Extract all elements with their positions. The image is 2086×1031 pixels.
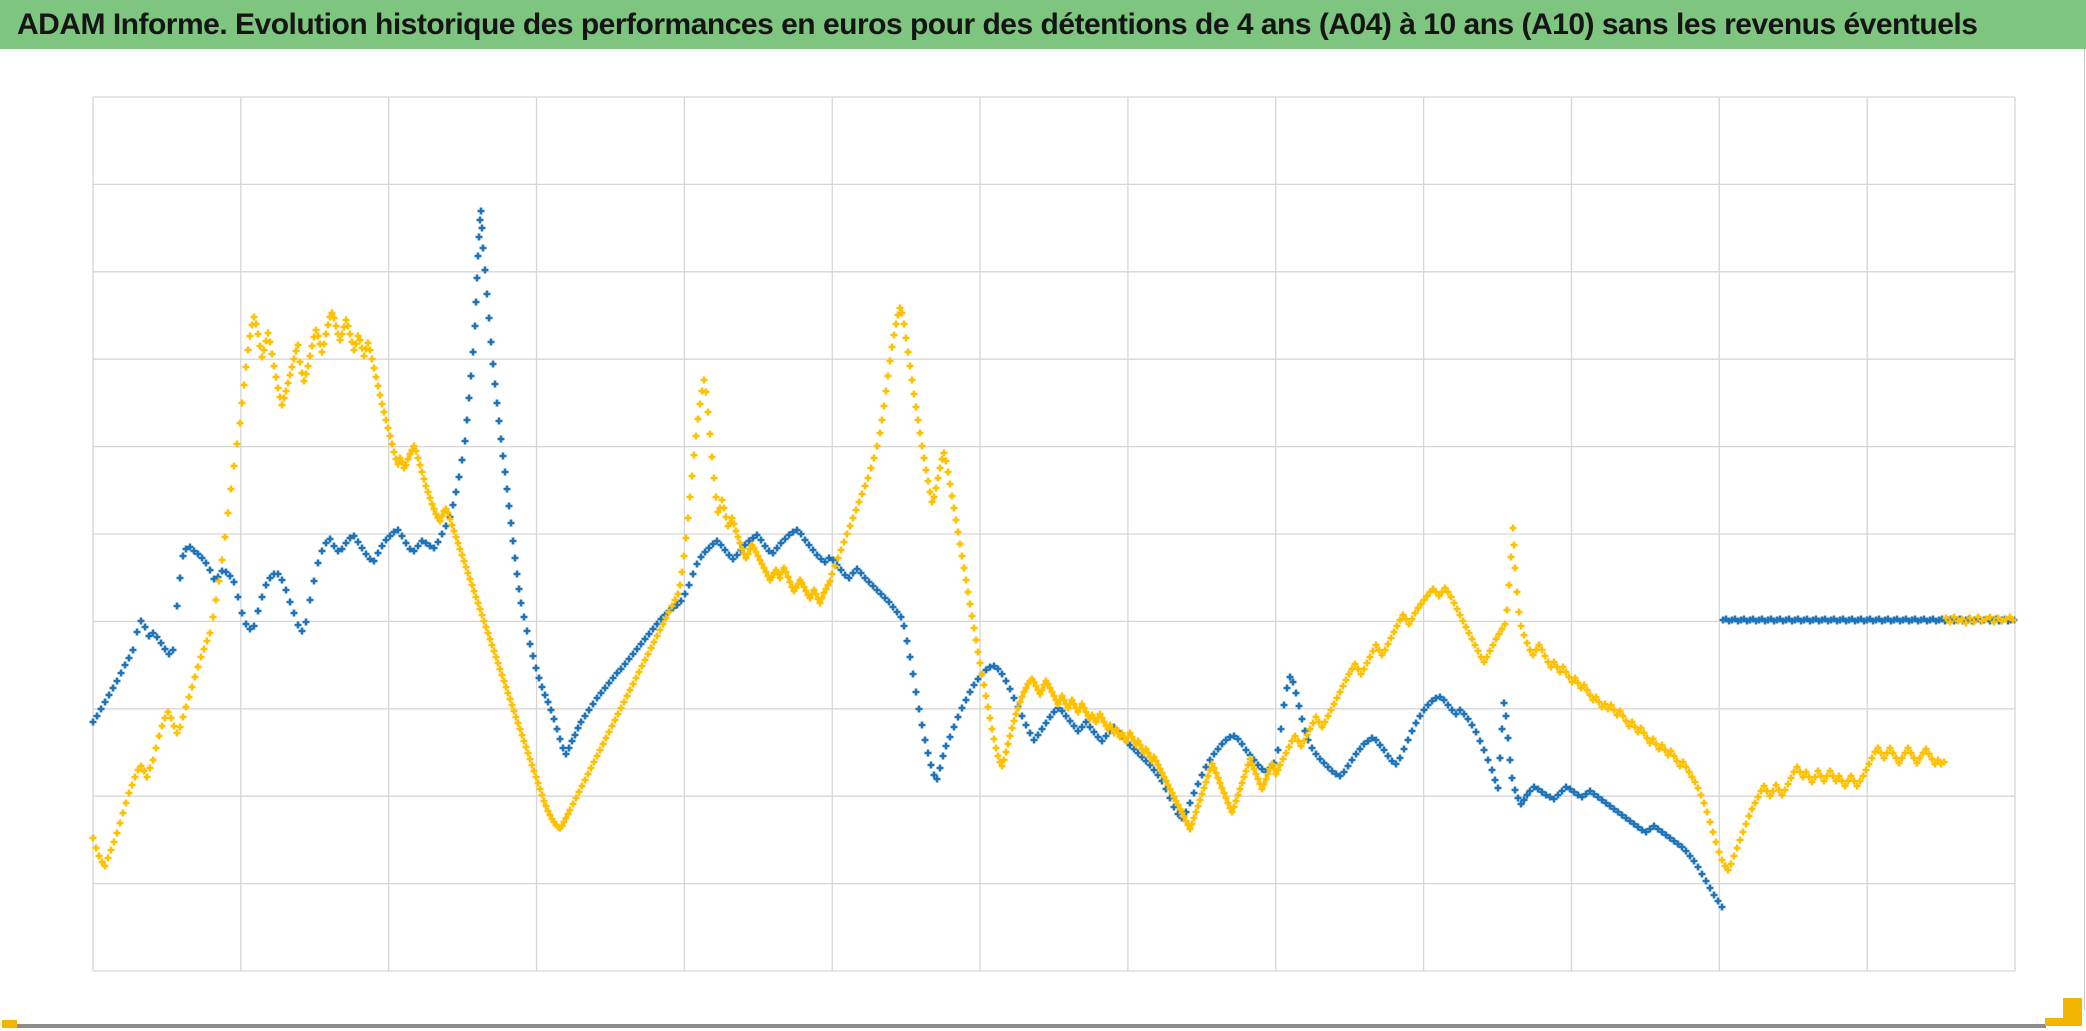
chart-title-bar: ADAM Informe. Evolution historique des p… [0,0,2086,49]
scatter-chart-canvas [89,96,2018,972]
series-serie-bleue [89,207,2018,911]
scatter-chart-area [0,49,2086,1020]
accent-bottom-left [2,1020,17,1028]
chart-gridlines [92,96,2016,972]
series-serie-jaune [89,304,2017,874]
bottom-divider-rule [17,1024,2046,1028]
accent-bottom-right-corner-h [2045,1018,2082,1026]
chart-title: ADAM Informe. Evolution historique des p… [17,7,1978,41]
chart-frame-right-border [2084,49,2085,1010]
